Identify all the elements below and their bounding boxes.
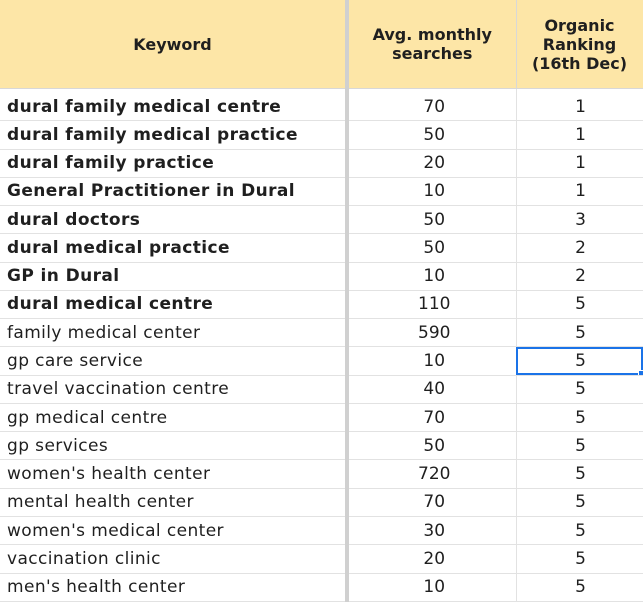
table-row: dural medical practice 50 2 [0, 233, 643, 263]
table-row: gp care service 10 5 [0, 346, 643, 376]
searches-cell[interactable]: 10 [347, 346, 517, 376]
keyword-cell[interactable]: women's medical center [0, 516, 349, 546]
keyword-cell[interactable]: gp medical centre [0, 403, 349, 433]
keyword-cell[interactable]: women's health center [0, 459, 349, 489]
searches-cell[interactable]: 110 [347, 290, 517, 320]
divider-cell [347, 88, 517, 93]
table-row: vaccination clinic 20 5 [0, 544, 643, 574]
table-row: dural doctors 50 3 [0, 205, 643, 235]
header-ranking-line3: (16th Dec) [531, 53, 628, 73]
ranking-cell[interactable]: 5 [516, 544, 643, 574]
searches-cell[interactable]: 70 [347, 403, 517, 433]
searches-cell[interactable]: 50 [347, 431, 517, 461]
ranking-cell[interactable]: 5 [516, 290, 643, 320]
ranking-cell[interactable]: 5 [516, 459, 643, 489]
ranking-cell[interactable]: 5 [516, 431, 643, 461]
searches-cell[interactable]: 40 [347, 375, 517, 404]
keyword-cell[interactable]: gp care service [0, 346, 349, 376]
fill-handle[interactable] [637, 369, 642, 375]
searches-cell[interactable]: 70 [347, 488, 517, 517]
table-row: women's medical center 30 5 [0, 516, 643, 546]
header-row: Keyword Avg. monthly searches Organic Ra… [0, 0, 643, 89]
searches-cell[interactable]: 30 [347, 516, 517, 546]
table-row: mental health center 70 5 [0, 488, 643, 517]
table-row: dural family medical centre 70 1 [0, 93, 643, 122]
header-avg-monthly-searches[interactable]: Avg. monthly searches [347, 0, 517, 89]
searches-cell[interactable]: 10 [347, 573, 517, 602]
keyword-cell[interactable]: vaccination clinic [0, 544, 349, 574]
ranking-cell[interactable]: 1 [516, 120, 643, 150]
ranking-cell[interactable]: 5 [516, 318, 643, 348]
header-keyword-label: Keyword [133, 34, 212, 54]
keyword-cell[interactable]: dural family medical centre [0, 93, 349, 122]
ranking-cell[interactable]: 3 [516, 205, 643, 235]
ranking-cell[interactable]: 5 [516, 516, 643, 546]
ranking-cell[interactable]: 2 [516, 262, 643, 291]
searches-cell[interactable]: 70 [347, 93, 517, 122]
ranking-cell[interactable]: 5 [516, 346, 643, 376]
keyword-cell[interactable]: mental health center [0, 488, 349, 517]
keyword-cell[interactable]: dural doctors [0, 205, 349, 235]
table-row: dural medical centre 110 5 [0, 290, 643, 320]
table-row: travel vaccination centre 40 5 [0, 375, 643, 404]
table-row: gp services 50 5 [0, 431, 643, 461]
keyword-cell[interactable]: dural family practice [0, 149, 349, 178]
table-row: women's health center 720 5 [0, 459, 643, 489]
ranking-cell[interactable]: 5 [516, 488, 643, 517]
table-row: dural family medical practice 50 1 [0, 120, 643, 150]
table-body: dural family medical centre 70 1 dural fami… [0, 93, 643, 602]
searches-cell[interactable]: 10 [347, 262, 517, 291]
keyword-cell[interactable]: travel vaccination centre [0, 375, 349, 404]
keyword-cell[interactable]: GP in Dural [0, 262, 349, 291]
header-ranking-line1: Organic [544, 15, 615, 35]
ranking-cell[interactable]: 5 [516, 375, 643, 404]
table-row: dural family practice 20 1 [0, 149, 643, 178]
keyword-cell[interactable]: dural medical practice [0, 233, 349, 263]
searches-cell[interactable]: 50 [347, 205, 517, 235]
table-row: gp medical centre 70 5 [0, 403, 643, 433]
searches-cell[interactable]: 10 [347, 177, 517, 207]
searches-cell[interactable]: 20 [347, 149, 517, 178]
searches-cell[interactable]: 20 [347, 544, 517, 574]
keyword-cell[interactable]: General Practitioner in Dural [0, 177, 349, 207]
ranking-cell[interactable]: 2 [516, 233, 643, 263]
keyword-cell[interactable]: dural medical centre [0, 290, 349, 320]
table-row: GP in Dural 10 2 [0, 262, 643, 291]
header-searches-line1: Avg. monthly [372, 25, 492, 44]
header-ranking-line2: Ranking [542, 34, 617, 54]
keyword-cell[interactable]: dural family medical practice [0, 120, 349, 150]
divider-cell [0, 88, 349, 93]
searches-cell[interactable]: 50 [347, 233, 517, 263]
ranking-cell[interactable]: 5 [516, 573, 643, 602]
ranking-cell[interactable]: 1 [516, 93, 643, 122]
keyword-cell[interactable]: gp services [0, 431, 349, 461]
searches-cell[interactable]: 720 [347, 459, 517, 489]
searches-cell[interactable]: 50 [347, 120, 517, 150]
ranking-cell[interactable]: 1 [516, 149, 643, 178]
header-searches-line2: searches [392, 44, 473, 63]
table-row: family medical center 590 5 [0, 318, 643, 348]
ranking-cell[interactable]: 1 [516, 177, 643, 207]
header-organic-ranking[interactable]: Organic Ranking (16th Dec) [516, 0, 643, 89]
header-keyword[interactable]: Keyword [0, 0, 349, 89]
keyword-cell[interactable]: family medical center [0, 318, 349, 348]
keyword-cell[interactable]: men's health center [0, 573, 349, 602]
ranking-cell[interactable]: 5 [516, 403, 643, 433]
table-row: men's health center 10 5 [0, 573, 643, 602]
searches-cell[interactable]: 590 [347, 318, 517, 348]
table-row: General Practitioner in Dural 10 1 [0, 177, 643, 207]
